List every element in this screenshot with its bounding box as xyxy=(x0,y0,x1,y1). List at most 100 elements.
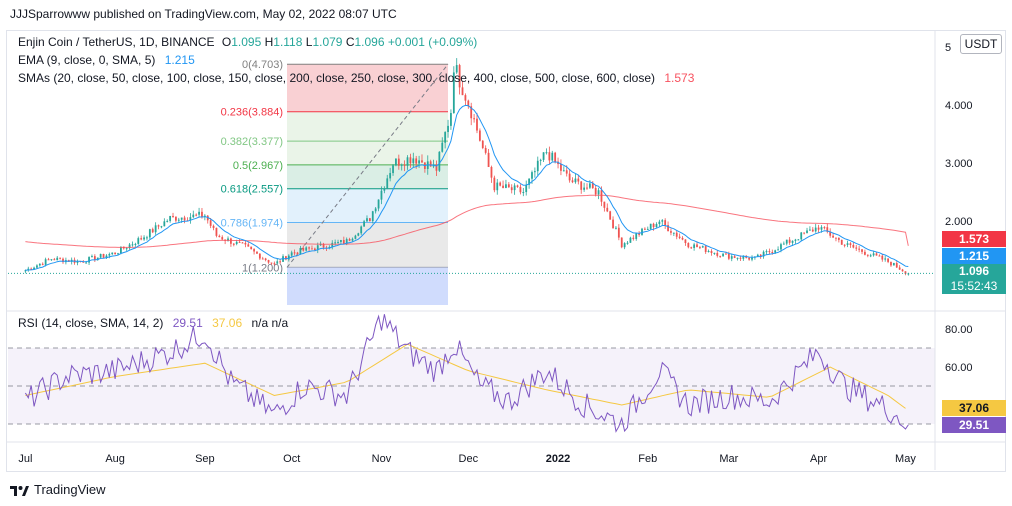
rsi-label: RSI (14, close, SMA, 14, 2) xyxy=(18,316,164,330)
candle-body xyxy=(510,187,513,191)
candle-body xyxy=(363,221,365,227)
candle-body xyxy=(56,257,59,261)
candle-body xyxy=(866,254,869,256)
tradingview-logo[interactable]: TradingView xyxy=(10,482,106,497)
candle-body xyxy=(713,252,716,254)
candle-body xyxy=(163,221,166,227)
ohlc-close: 1.096 xyxy=(354,35,385,49)
candle-body xyxy=(632,237,635,239)
candle-body xyxy=(316,245,319,251)
candle-body xyxy=(864,251,866,255)
candle-body xyxy=(519,186,522,193)
publisher-caption: JJJSparrowww published on TradingView.co… xyxy=(10,7,397,21)
candle-body xyxy=(368,218,371,222)
candle-body xyxy=(441,142,444,152)
candle-body xyxy=(285,256,287,260)
time-tick-label: Mar xyxy=(719,453,738,465)
candle-body xyxy=(751,257,753,260)
candle-body xyxy=(484,147,487,153)
candle-body xyxy=(600,190,603,202)
candle-body xyxy=(533,171,536,173)
candle-body xyxy=(696,244,698,248)
fib-zone xyxy=(287,111,448,142)
ohlc-low: 1.079 xyxy=(312,35,343,49)
candle-body xyxy=(406,157,409,166)
candle-body xyxy=(875,253,878,256)
candle-body xyxy=(82,261,85,263)
ohlc-open: 1.095 xyxy=(231,35,262,49)
candle-body xyxy=(125,248,128,250)
candle-body xyxy=(148,229,151,238)
candle-body xyxy=(814,227,817,232)
rsi-line xyxy=(24,314,909,433)
rsi-sma-badge: 37.06 xyxy=(942,400,1006,416)
candle-body xyxy=(626,242,629,244)
legend-symbol: Enjin Coin / TetherUS, 1D, BINANCE xyxy=(18,35,215,49)
candle-body xyxy=(461,87,464,96)
candle-body xyxy=(473,118,475,120)
currency-button[interactable]: USDT xyxy=(960,34,1002,54)
candle-body xyxy=(267,260,270,263)
candle-body xyxy=(904,271,907,274)
candle-body xyxy=(250,246,253,250)
candle-body xyxy=(180,217,183,220)
candle-body xyxy=(493,177,496,191)
candle-body xyxy=(189,217,192,221)
candle-body xyxy=(366,218,368,222)
time-tick-label: 2022 xyxy=(546,453,570,465)
candle-body xyxy=(134,243,137,245)
rsi-badge: 29.51 xyxy=(942,417,1006,433)
fib-trendline xyxy=(286,63,449,268)
candle-body xyxy=(571,180,574,183)
candle-body xyxy=(357,233,360,236)
candle-body xyxy=(849,243,852,245)
candle-body xyxy=(855,247,858,249)
candle-body xyxy=(340,240,342,242)
candle-body xyxy=(458,65,461,88)
candle-body xyxy=(91,256,93,258)
fib-label: 0.382(3.377) xyxy=(221,136,283,148)
candle-body xyxy=(762,251,765,257)
time-tick-label: Nov xyxy=(372,453,392,465)
candle-body xyxy=(175,216,177,221)
candle-body xyxy=(505,184,507,188)
candle-body xyxy=(678,236,681,238)
candle-body xyxy=(765,251,768,253)
legend-ema-line: EMA (9, close, 0, SMA, 5) 1.215 xyxy=(18,53,694,67)
candle-body xyxy=(452,72,455,114)
candle-body xyxy=(525,184,528,193)
candle-body xyxy=(655,224,658,228)
rsi-sma-line xyxy=(25,343,906,409)
candle-body xyxy=(774,250,777,253)
candle-body xyxy=(901,269,904,272)
sma-label: SMAs (20, close, 50, close, 100, close, … xyxy=(18,71,656,85)
candle-body xyxy=(710,251,713,253)
candle-body xyxy=(30,268,33,270)
candle-body xyxy=(739,257,742,259)
candle-body xyxy=(536,160,539,172)
candle-body xyxy=(429,161,432,167)
candle-body xyxy=(560,164,562,171)
candle-body xyxy=(725,253,727,255)
candle-body xyxy=(817,227,820,230)
candle-body xyxy=(438,151,441,171)
time-tick-label: May xyxy=(895,453,916,465)
candle-body xyxy=(264,258,267,261)
candle-body xyxy=(806,230,808,234)
candle-body xyxy=(580,181,583,190)
candle-body xyxy=(487,152,490,168)
candle-body xyxy=(299,248,302,255)
candle-body xyxy=(545,152,548,154)
candle-body xyxy=(111,252,114,255)
candle-body xyxy=(383,188,386,191)
candle-body xyxy=(38,263,41,266)
candle-body xyxy=(895,263,898,268)
candle-body xyxy=(117,253,119,255)
fib-label: 0.236(3.884) xyxy=(221,107,283,119)
candle-body xyxy=(53,259,56,261)
candle-body xyxy=(415,158,418,164)
price-tick-label: 4.000 xyxy=(945,100,973,112)
candle-body xyxy=(661,220,664,222)
candle-body xyxy=(296,252,299,255)
